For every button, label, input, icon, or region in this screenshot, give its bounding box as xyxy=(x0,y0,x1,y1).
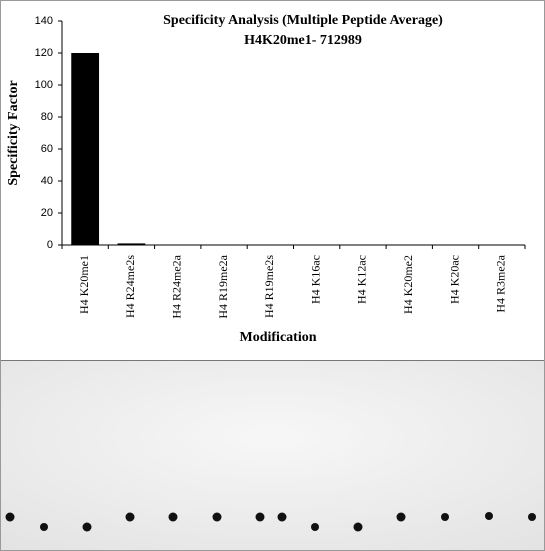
y-axis-label: Specificity Factor xyxy=(6,80,21,185)
y-tick-label: 40 xyxy=(41,175,53,187)
y-tick-label: 60 xyxy=(41,143,53,155)
x-tick-label: H4 K12ac xyxy=(355,255,369,304)
x-tick-label: H4 R24me2a xyxy=(170,254,184,318)
x-axis-label: Modification xyxy=(240,330,317,345)
x-tick-label: H4 K20me2 xyxy=(401,255,415,314)
x-tick-label: H4 R19me2a xyxy=(216,254,230,318)
x-tick-label: H4 K20me1 xyxy=(77,255,91,314)
blot-image xyxy=(0,361,545,551)
bar xyxy=(117,243,146,245)
y-tick-label: 100 xyxy=(35,79,53,91)
y-tick-label: 120 xyxy=(35,47,53,59)
y-tick-label: 20 xyxy=(41,207,53,219)
blot-spots xyxy=(5,512,536,532)
x-tick-label: H4 R24me2s xyxy=(123,255,137,318)
x-tick-label: H4 K20ac xyxy=(447,255,461,304)
y-tick-label: 80 xyxy=(41,111,53,123)
chart-subtitle: H4K20me1- 712989 xyxy=(244,33,362,48)
x-tick-label: H4 R19me2s xyxy=(262,255,276,318)
x-tick-label: H4 R3me2a xyxy=(494,254,508,312)
x-tick-label: H4 K16ac xyxy=(308,255,322,304)
y-tick-label: 0 xyxy=(47,239,53,251)
chart-title: Specificity Analysis (Multiple Peptide A… xyxy=(163,13,443,28)
bar xyxy=(71,53,100,245)
y-tick-label: 140 xyxy=(35,15,53,27)
